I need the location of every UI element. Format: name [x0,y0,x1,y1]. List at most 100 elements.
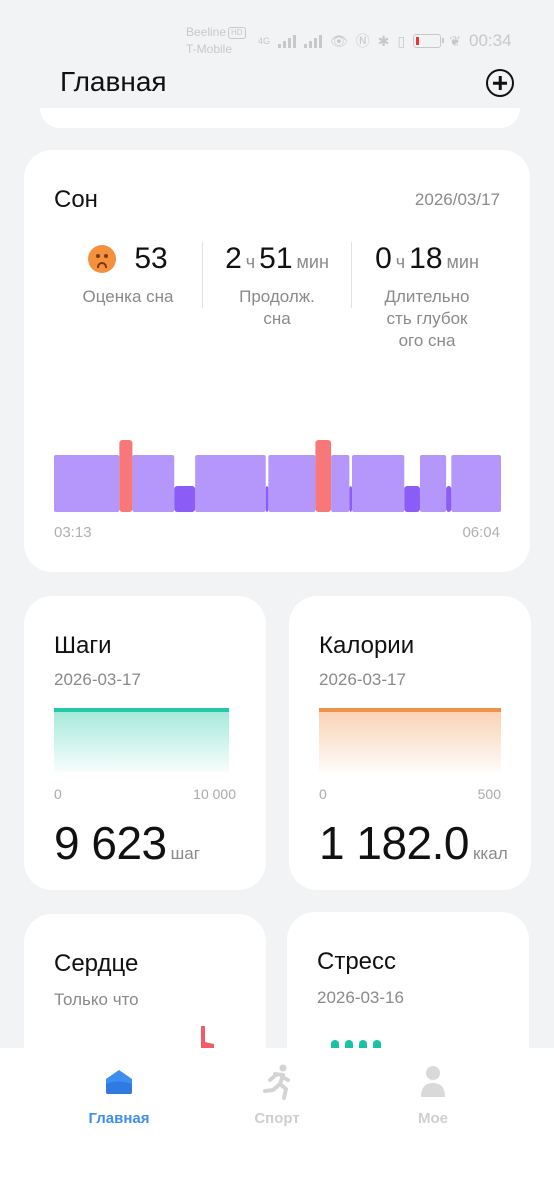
deep-sleep: 0 ч 18 мин Длительность глубокого сна [354,242,500,352]
nav-item-sport[interactable]: Спорт [222,1064,332,1127]
steps-title: Шаги [54,632,112,659]
deep-minutes-unit: мин [446,252,479,272]
status-icons: 4G 👁 Ⓝ ✱ ▯ ❦ 00:34 [258,30,512,52]
heart-rate-spike [201,1026,214,1050]
divider [202,242,203,308]
stress-dot [373,1040,381,1052]
duration-hours: 2 [225,242,242,275]
stress-title: Стресс [317,948,397,975]
sleep-stage-light [268,455,316,512]
status-bar: Beeline HD T-Mobile 4G 👁 Ⓝ ✱ ▯ ❦ 00:34 [0,0,554,60]
calories-value: 1 182.0 ккал [319,816,508,870]
steps-progress-bar [54,708,236,772]
signal-1-icon [278,34,297,48]
carrier-2: T-Mobile [186,42,233,56]
add-button[interactable] [486,69,514,97]
nfc-icon: Ⓝ [355,33,370,49]
clock: 00:34 [468,31,512,50]
calories-range-min: 0 [319,786,327,802]
sleep-date: 2026/03/17 [414,190,500,209]
running-icon [263,1064,290,1100]
nav-item-home[interactable]: Главная [64,1064,174,1127]
page-title: Главная [60,66,167,97]
calories-progress-fill [319,712,501,772]
sleep-stage-deep [174,486,196,512]
heart-title: Сердце [54,950,139,977]
sleep-score: 53 Оценка сна [54,242,202,308]
bottom-nav: Главная Спорт Мое [0,1048,554,1200]
hd-badge: HD [228,27,246,39]
deep-hours-unit: ч [395,252,406,272]
sleep-stage-light [352,455,405,512]
sleep-score-value: 53 [134,242,168,275]
steps-unit: шаг [170,844,200,863]
calories-range-max: 500 [477,786,501,802]
nav-label-me: Мое [418,1110,448,1127]
steps-number: 9 623 [54,817,167,869]
stress-dot [345,1040,353,1052]
eye-icon: 👁 [330,32,348,49]
home-icon [106,1070,132,1094]
stress-date: 2026-03-16 [317,988,404,1007]
steps-range-max: 10 000 [193,786,236,802]
heart-card[interactable]: Сердце Только что [24,914,266,1074]
heart-subtitle: Только что [54,990,139,1009]
duration-label: Продолж. сна [239,287,315,328]
carrier-info: Beeline HD T-Mobile [186,24,246,58]
sleep-title: Сон [54,186,98,213]
carrier-1: Beeline [186,25,227,39]
calories-card[interactable]: Калории 2026-03-17 0 500 1 182.0 ккал [289,596,531,890]
sleep-stages-chart [54,440,501,512]
steps-range-min: 0 [54,786,62,802]
vibrate-icon: ▯ [397,32,406,49]
bluetooth-icon: ✱ [377,32,390,49]
steps-progress-line [54,708,230,712]
duration-minutes: 51 [259,242,293,275]
sleep-duration: 2 ч 51 мин Продолж. сна [204,242,350,330]
person-icon [421,1066,445,1097]
deep-hours: 0 [375,242,392,275]
sleep-stage-deep [404,486,420,512]
stress-dot [331,1040,339,1052]
stress-dot [359,1040,367,1052]
calories-progress-bar [319,708,501,772]
chart-start-time: 03:13 [54,524,92,541]
duration-hours-unit: ч [245,252,256,272]
sleep-stage-light [54,455,120,512]
sleep-stage-deep [265,486,269,512]
stress-dots [331,1040,381,1052]
leaf-icon: ❦ [449,32,461,49]
calories-title: Калории [319,632,415,659]
sleep-card[interactable]: Сон 2026/03/17 53 Оценка сна 2 ч 51 мин … [24,150,530,572]
calories-number: 1 182.0 [319,817,469,869]
sleep-stage-light [132,455,175,512]
nav-label-sport: Спорт [254,1110,300,1127]
battery-icon [413,34,445,48]
calories-date: 2026-03-17 [319,670,406,689]
nav-item-me[interactable]: Мое [378,1064,488,1127]
sleep-score-label: Оценка сна [82,287,174,306]
nav-label-home: Главная [88,1110,150,1127]
duration-minutes-unit: мин [296,252,329,272]
sleep-stage-light [451,455,501,512]
sleep-stage-awake [315,440,332,512]
signal-2-icon [304,34,323,48]
calories-unit: ккал [472,844,508,863]
divider [351,242,352,308]
sleep-stage-awake [119,440,133,512]
sleep-stage-light [331,455,350,512]
stress-card[interactable]: Стресс 2026-03-16 [287,912,529,1072]
deep-minutes: 18 [409,242,443,275]
steps-value: 9 623 шаг [54,816,200,870]
steps-date: 2026-03-17 [54,670,141,689]
sleep-stage-light [195,455,266,512]
sleep-stage-light [419,455,447,512]
chart-end-time: 06:04 [462,524,500,541]
sleep-stage-deep [446,486,452,512]
network-type: 4G [258,36,271,46]
previous-card-edge [40,108,520,128]
steps-card[interactable]: Шаги 2026-03-17 0 10 000 9 623 шаг [24,596,266,890]
steps-progress-fill [54,712,230,772]
sad-face-icon [88,245,117,273]
calories-progress-line [319,708,501,712]
